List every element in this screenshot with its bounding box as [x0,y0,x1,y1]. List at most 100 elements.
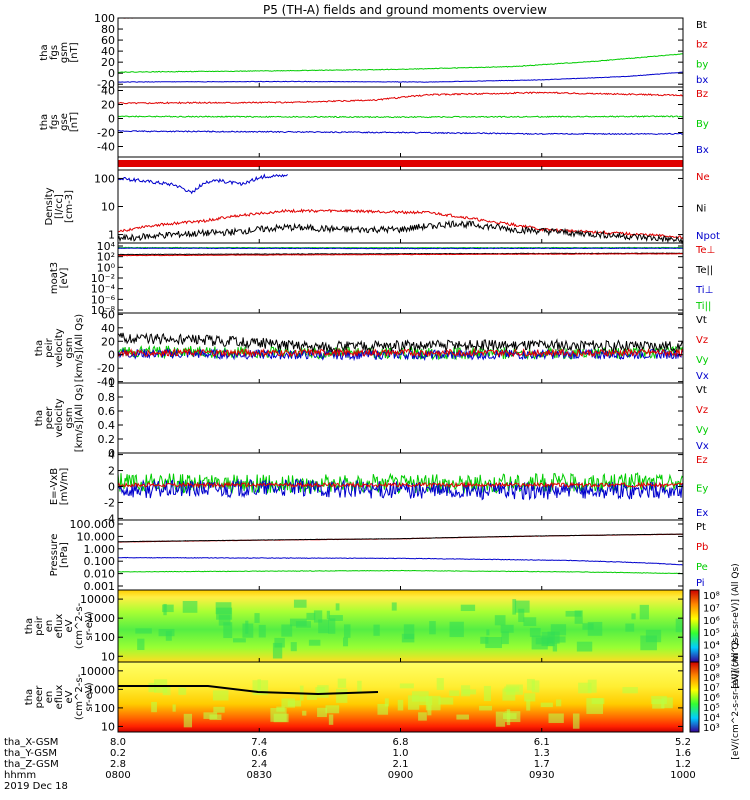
y-axis-label: peir [44,337,55,357]
x-row-value: 0900 [388,770,413,781]
heatmap-patch [233,638,246,643]
heatmap-patch [661,697,673,709]
panel-frame [117,519,684,591]
y-axis-label: moat3 [49,262,60,294]
colorbar-tick-label: 10³ [703,723,720,734]
heatmap-patch [215,602,232,615]
legend-pi: Pi [696,578,705,589]
colorbar-strip [689,589,700,663]
heatmap-patch [486,629,490,636]
heatmap-patch [293,599,307,608]
y-tick-label: 20 [101,56,115,69]
heatmap-patch [565,610,582,617]
y-axis-label: [eV] [59,268,70,289]
heatmap-patch [418,712,427,721]
colorbar-tick-label: 10⁸ [703,673,720,684]
y-axis-label: [km/s](All Qs) [74,384,85,452]
legend-ey: Ey [696,484,708,495]
x-row-value: 0.6 [251,748,267,759]
legend-vy: Vy [696,425,709,436]
series-ne-line [117,208,684,240]
heatmap-patch [162,685,171,696]
y-axis-label: gsm [64,337,75,358]
y-tick-label: -40 [97,376,115,389]
y-axis-label: [l/cc] [54,194,65,219]
heatmap-patch [495,711,506,727]
series-bz-line [117,91,684,105]
heatmap-patch [212,690,229,701]
heatmap-patch [397,699,404,711]
heatmap-patch [587,621,603,636]
heatmap-patch [281,698,296,708]
y-tick-label: 1 [108,377,115,390]
y-axis-label: gse [59,113,70,131]
y-tick-label: 0.100 [84,555,116,568]
panel-10: 10000 1000 100 10 tha peer en eflux eV (cm^2-s-sr… [24,661,684,733]
heatmap-patch [306,612,316,621]
date-label: 2019 Dec 18 [4,781,68,792]
heatmap-patch [182,600,198,613]
legend-pt: Pt [696,522,706,533]
heatmap-patch [506,684,523,695]
colorbar-tick-label: 10⁴ [703,713,720,724]
heatmap-patch [357,680,362,693]
legend-by: by [696,59,708,70]
heatmap-patch [504,711,521,723]
y-axis-label: eflux [54,685,65,710]
legend-te⊥: Te⊥ [695,245,715,256]
heatmap-patch [529,627,541,637]
y-tick-label: -40 [97,141,115,154]
heatmap-patch [449,690,460,696]
heatmap-patch [254,613,260,623]
heatmap-patch [591,698,605,704]
y-tick-label: 0.8 [98,391,116,404]
heatmap-patch [427,704,432,716]
series-bx-line [117,71,684,83]
series-ez-line [117,481,684,489]
y-tick-label: 10⁻² [91,272,115,285]
y-tick-label: 10⁻⁸ [91,304,116,317]
heatmap-patch [576,641,593,652]
x-row-label: tha_Y-GSM [4,748,57,759]
legend-ex: Ex [696,508,708,519]
heatmap-patch [518,608,525,623]
heatmap-patch [550,624,567,636]
legend-vt: Vt [696,315,707,326]
y-axis-label: gsm [64,407,75,428]
heatmap-patch [483,685,492,702]
heatmap-patch [401,633,415,643]
heatmap-patch [540,702,553,708]
heatmap-patch [343,624,351,638]
x-row-label: tha_X-GSM [4,737,58,748]
heatmap-patch [535,637,549,645]
heatmap-patch [151,701,157,713]
y-axis-label: [cm-3] [64,190,75,223]
legend-ti⊥: Ti⊥ [695,285,713,296]
y-tick-label: 10⁴ [97,240,116,253]
y-tick-label: -20 [97,78,115,91]
heatmap-patch [479,705,493,711]
heatmap-patch [645,629,662,643]
y-tick-label: 60 [101,308,115,321]
heatmap-patch [526,678,535,691]
y-tick-label: 10.000 [77,530,116,543]
heatmap-patch [317,707,327,718]
y-tick-label: 20 [101,99,115,112]
y-tick-label: 0.2 [98,433,116,446]
heatmap-patch [326,610,330,619]
heatmap-patch [308,639,321,646]
heatmap-patch [438,697,454,705]
heatmap-patch [295,621,311,628]
y-axis-label: tha [24,689,35,705]
heatmap-patch [272,642,283,659]
y-axis-label: velocity [54,398,65,437]
y-axis-label: Density [44,187,55,225]
heatmap-patch [625,623,635,632]
x-row-value: 0.2 [110,748,126,759]
x-row-value: 1000 [670,770,695,781]
y-tick-label: 0.6 [98,405,116,418]
colorbar-tick-label: 10⁶ [703,616,720,627]
